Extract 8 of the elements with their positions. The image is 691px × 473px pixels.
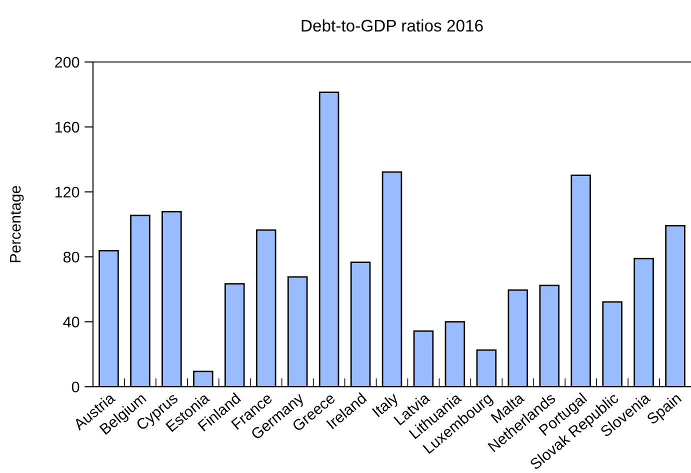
y-tick-label: 120 bbox=[55, 186, 80, 198]
y-tick-label: 200 bbox=[55, 56, 80, 68]
y-tick-label: 80 bbox=[63, 252, 80, 263]
chart-title: Debt-to-GDP ratios 2016 bbox=[302, 19, 483, 32]
y-axis-title: Percentage bbox=[10, 186, 24, 262]
y-tick-label: 40 bbox=[63, 316, 80, 328]
y-tick-label: 160 bbox=[55, 122, 80, 133]
y-tick-label: 0 bbox=[72, 382, 80, 392]
